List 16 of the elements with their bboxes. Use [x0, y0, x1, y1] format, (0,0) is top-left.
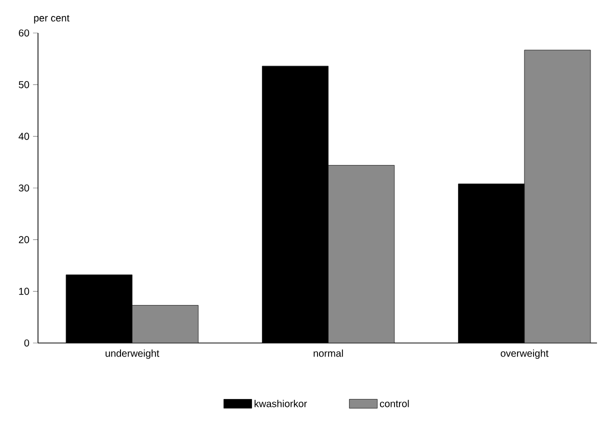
y-tick-label: 50 [18, 81, 30, 88]
x-tick-label: normal [314, 350, 343, 357]
legend-label: kwashiorkor [254, 400, 307, 408]
bar [328, 165, 395, 343]
x-tick-label: overweight [500, 350, 548, 359]
y-tick-label: 0 [24, 339, 30, 347]
y-tick-label: 40 [18, 132, 30, 140]
bar [524, 50, 591, 343]
x-tick-label: underweight [106, 350, 160, 359]
y-tick-label: 20 [18, 236, 30, 244]
y-axis-title: per cent [34, 14, 70, 24]
legend-label: control [380, 400, 409, 408]
y-tick-label: 10 [19, 288, 30, 295]
bar [132, 305, 198, 343]
y-tick-label: 30 [18, 184, 30, 192]
y-tick-label: 60 [18, 29, 30, 37]
